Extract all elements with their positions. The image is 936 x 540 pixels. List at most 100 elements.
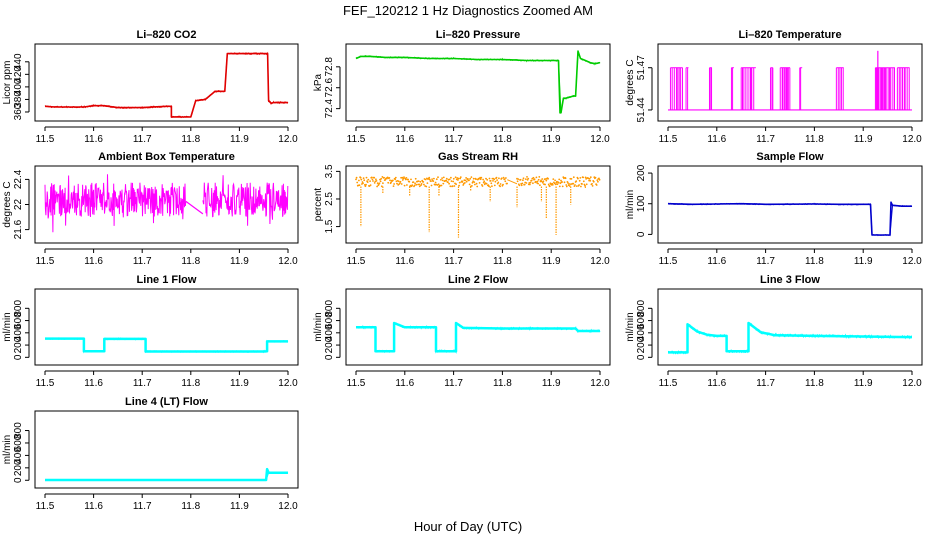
series-point-rh <box>413 184 416 187</box>
x-tick-label-line1: 11.5 <box>36 378 55 389</box>
panel-line3: Line 3 Flow ml/min 11.5 11.6 11.7 11.8 11.9 12.… <box>625 274 923 389</box>
y-tick-label-sample: 100 <box>636 195 647 212</box>
series-point-rh <box>496 179 498 182</box>
series-point-rh <box>371 178 374 181</box>
series-point-rh <box>401 179 404 181</box>
x-tick-label-line1: 11.7 <box>133 378 152 389</box>
series-point-rh <box>544 183 546 186</box>
series-point-rh <box>574 184 576 186</box>
series-point-rh <box>535 176 538 179</box>
x-tick-label-line2: 11.6 <box>395 378 414 389</box>
panel-title-temperature: Li–820 Temperature <box>738 29 841 41</box>
panel-title-line3: Line 3 Flow <box>760 274 820 286</box>
series-point-rh <box>430 180 432 183</box>
series-point-rh <box>465 180 468 183</box>
series-point-rh <box>519 178 522 181</box>
x-tick-label-co2: 11.9 <box>230 134 249 145</box>
series-point-rh <box>471 185 473 187</box>
series-point-rh <box>459 177 462 180</box>
y-axis-label-line4: ml/min <box>2 435 13 464</box>
y-tick-label-line2: 400 <box>324 324 335 341</box>
series-point-rh <box>486 179 489 181</box>
series-point-rh <box>551 184 554 186</box>
panel-ambient: Ambient Box Temperature degrees C 11.5 11.6… <box>2 151 299 267</box>
series-point-rh <box>399 180 402 183</box>
series-point-rh <box>520 184 523 187</box>
series-point-rh <box>375 178 377 181</box>
series-point-rh <box>358 179 360 182</box>
series-point-rh <box>572 182 575 185</box>
series-point-rh <box>522 179 524 182</box>
plot-frame-line2 <box>345 288 611 366</box>
panels-container: Li–820 CO2 Licor ppm 11.5 11.6 11.7 11.8 11.9 1… <box>2 29 923 512</box>
series-point-rh <box>575 180 578 183</box>
series-point-rh <box>589 176 592 179</box>
series-point-rh <box>541 181 544 184</box>
plot-frame-pressure <box>345 43 611 122</box>
x-tick-label-line3: 11.7 <box>756 378 775 389</box>
series-point-rh <box>597 180 599 183</box>
series-noise-sample <box>667 202 913 237</box>
y-tick-label-line4: 0 <box>13 477 24 483</box>
series-noise-co2 <box>44 51 289 119</box>
x-tick-label-line2: 11.5 <box>347 378 366 389</box>
series-point-rh <box>412 181 415 184</box>
series-line-line4 <box>45 467 288 482</box>
series-point-rh <box>589 179 592 182</box>
series-point-rh <box>362 177 365 180</box>
plot-frame-sample <box>657 165 923 244</box>
y-axis-label-temperature: degrees C <box>625 59 636 105</box>
series-point-rh <box>505 177 507 179</box>
series-point-rh <box>406 184 408 186</box>
series-point-rh <box>561 181 563 183</box>
series-noise-line3 <box>667 322 912 355</box>
series-point-rh <box>365 183 367 186</box>
series-point-rh <box>532 176 535 179</box>
series-point-rh <box>518 184 521 187</box>
series-point-rh <box>598 178 601 181</box>
series-point-rh <box>536 180 539 183</box>
series-point-rh <box>537 182 539 185</box>
series-point-rh <box>582 176 585 179</box>
series-line-line1 <box>45 337 288 353</box>
series-point-rh <box>483 180 486 183</box>
y-axis-label-pressure: kPa <box>313 73 324 91</box>
series-point-rh <box>541 178 544 180</box>
panel-line2: Line 2 Flow ml/min 11.5 11.6 11.7 11.8 11.9 12.… <box>313 274 611 389</box>
series-point-rh <box>553 182 556 185</box>
series-point-rh <box>470 176 473 179</box>
series-point-rh <box>554 179 556 182</box>
series-point-rh <box>506 182 508 185</box>
series-point-rh <box>502 183 504 186</box>
series-point-rh <box>376 182 379 185</box>
series-noise-ambient <box>202 175 289 226</box>
plot-frame-co2 <box>34 43 299 122</box>
y-tick-label-line2: 0 <box>324 354 335 360</box>
series-point-rh <box>405 177 408 179</box>
y-tick-label-line2: 800 <box>324 300 335 317</box>
series-point-rh <box>358 184 361 187</box>
series-point-rh <box>468 183 471 186</box>
series-point-rh <box>598 177 600 180</box>
y-axis-label-sample: ml/min <box>625 190 636 219</box>
series-point-rh <box>547 183 550 186</box>
series-point-rh <box>475 182 478 185</box>
series-point-rh <box>373 176 376 179</box>
plot-frame-ambient <box>34 165 299 244</box>
x-tick-label-line4: 11.6 <box>84 501 103 512</box>
series-point-rh <box>591 185 594 187</box>
series-gap-line-ambient <box>185 200 204 215</box>
y-tick-label-ambient: 22.4 <box>13 169 24 189</box>
x-tick-label-line4: 11.7 <box>133 501 152 512</box>
series-point-rh <box>382 182 384 185</box>
series-point-rh <box>452 180 455 183</box>
x-tick-label-ambient: 11.6 <box>84 256 103 267</box>
series-point-rh <box>433 177 435 180</box>
y-tick-label-rh: 2.5 <box>324 192 335 206</box>
x-tick-label-pressure: 11.7 <box>444 134 463 145</box>
series-point-rh <box>464 182 466 184</box>
x-tick-label-temperature: 12.0 <box>902 134 922 145</box>
panel-title-rh: Gas Stream RH <box>438 151 518 163</box>
x-tick-label-line2: 11.7 <box>444 378 463 389</box>
y-tick-label-pressure: 72.4 <box>324 98 335 118</box>
